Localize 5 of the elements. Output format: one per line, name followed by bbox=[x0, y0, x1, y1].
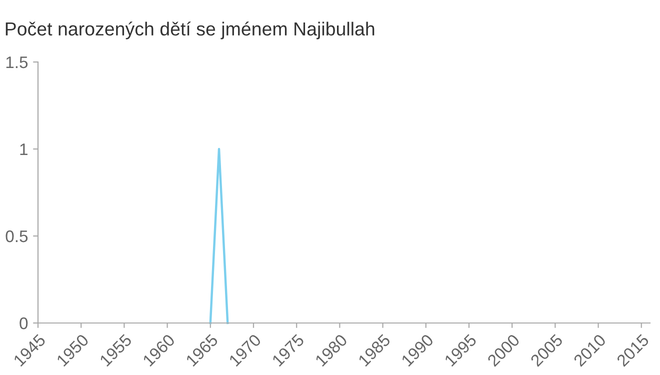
chart-title: Počet narozených dětí se jménem Najibullah bbox=[6, 22, 374, 40]
y-tick-label: 1.5 bbox=[6, 56, 28, 68]
y-tick-label: 0 bbox=[20, 317, 28, 330]
y-tick-label: 0.5 bbox=[6, 230, 28, 242]
y-tick-label: 1 bbox=[20, 144, 28, 156]
